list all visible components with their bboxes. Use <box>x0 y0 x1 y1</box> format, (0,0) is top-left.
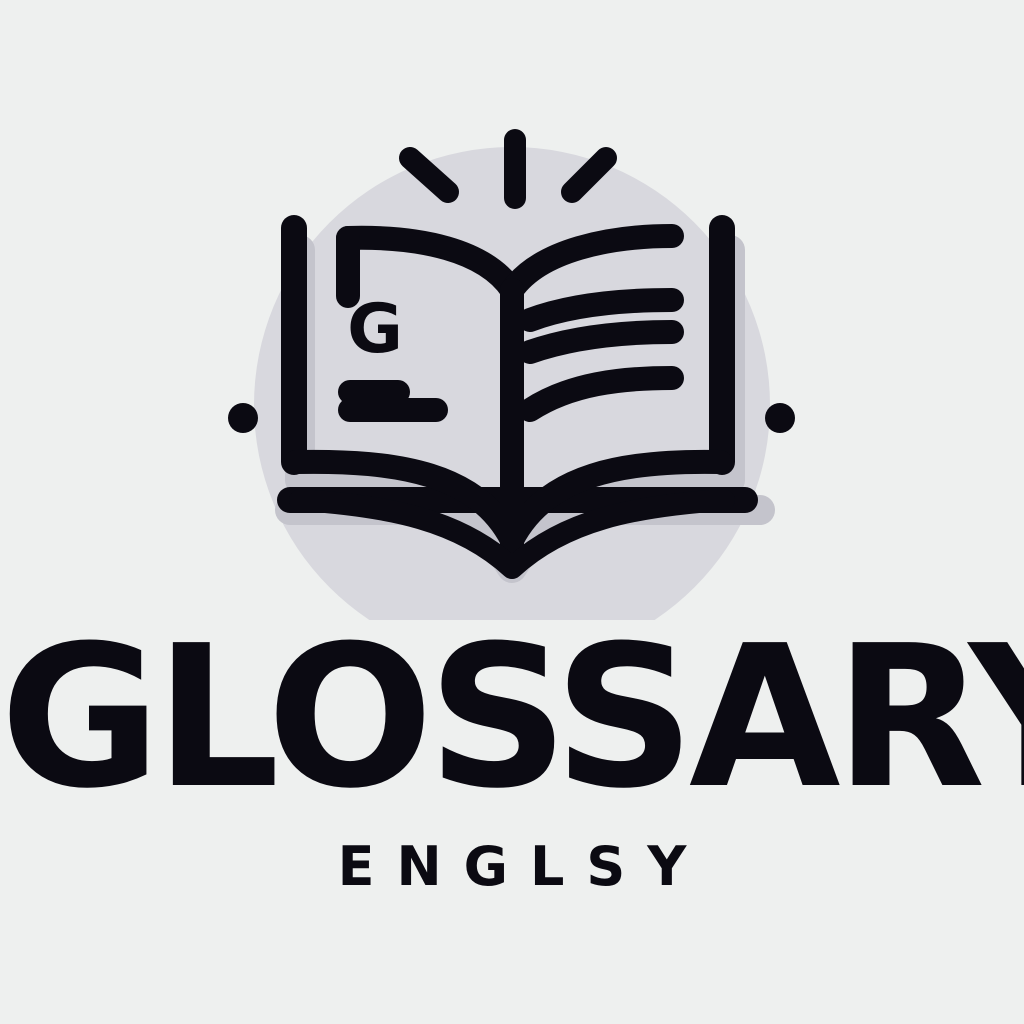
dot-left-icon <box>228 403 258 433</box>
logo-title: GLOSSARY <box>0 604 1024 832</box>
logo-subtitle: ENGLSY <box>337 835 709 898</box>
dot-right-icon <box>765 403 795 433</box>
book-base-wave <box>289 489 735 579</box>
left-page <box>284 225 524 552</box>
right-page <box>500 224 732 552</box>
sparkle-rays-icon <box>399 129 617 209</box>
page-letter-g: G <box>347 290 403 369</box>
book-emblem-icon: G <box>228 129 795 620</box>
book-icon <box>228 129 795 579</box>
